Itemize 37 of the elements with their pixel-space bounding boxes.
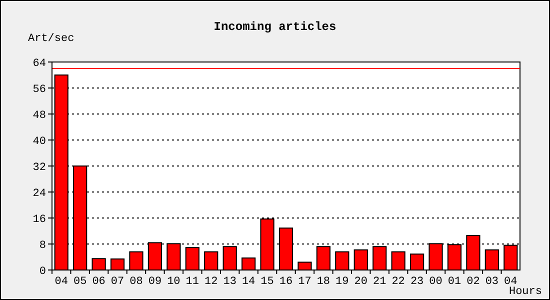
x-tick-label: 20 [354, 276, 368, 288]
y-tick-label: 40 [32, 136, 46, 148]
x-tick-label: 11 [186, 276, 200, 288]
x-tick-label: 22 [392, 276, 405, 288]
x-tick-label: 10 [167, 276, 180, 288]
x-tick-label: 14 [242, 276, 256, 288]
x-tick-label: 12 [204, 276, 218, 288]
x-tick-label: 16 [279, 276, 293, 288]
x-tick-label: 04 [54, 276, 68, 288]
x-tick-label: 03 [485, 276, 499, 288]
y-tick-label: 24 [32, 188, 46, 200]
y-tick-label: 0 [39, 266, 46, 278]
y-tick-label: 32 [32, 162, 46, 174]
y-tick-label: 64 [32, 58, 46, 70]
x-tick-label: 05 [73, 276, 87, 288]
x-tick-label: 09 [148, 276, 162, 288]
y-tick-label: 56 [32, 84, 46, 96]
y-axis-title: Art/sec [28, 33, 74, 45]
x-tick-label: 13 [223, 276, 236, 288]
x-tick-label: 06 [92, 276, 106, 288]
x-tick-label: 19 [336, 276, 349, 288]
chart-title: Incoming articles [214, 20, 336, 34]
y-tick-label: 48 [32, 110, 46, 122]
x-axis-title: Hours [508, 286, 542, 298]
x-tick-label: 23 [410, 276, 424, 288]
x-tick-label: 02 [466, 276, 480, 288]
x-tick-label: 00 [429, 276, 442, 288]
x-tick-label: 07 [110, 276, 124, 288]
x-tick-label: 04 [504, 276, 518, 288]
x-tick-label: 18 [316, 276, 330, 288]
x-tick-label: 08 [130, 276, 143, 288]
x-tick-label: 15 [260, 276, 274, 288]
y-tick-label: 16 [32, 214, 46, 226]
x-tick-label: 17 [298, 276, 312, 288]
x-tick-label: 01 [448, 276, 462, 288]
x-tick-label: 21 [373, 276, 387, 288]
y-tick-label: 8 [39, 240, 46, 252]
